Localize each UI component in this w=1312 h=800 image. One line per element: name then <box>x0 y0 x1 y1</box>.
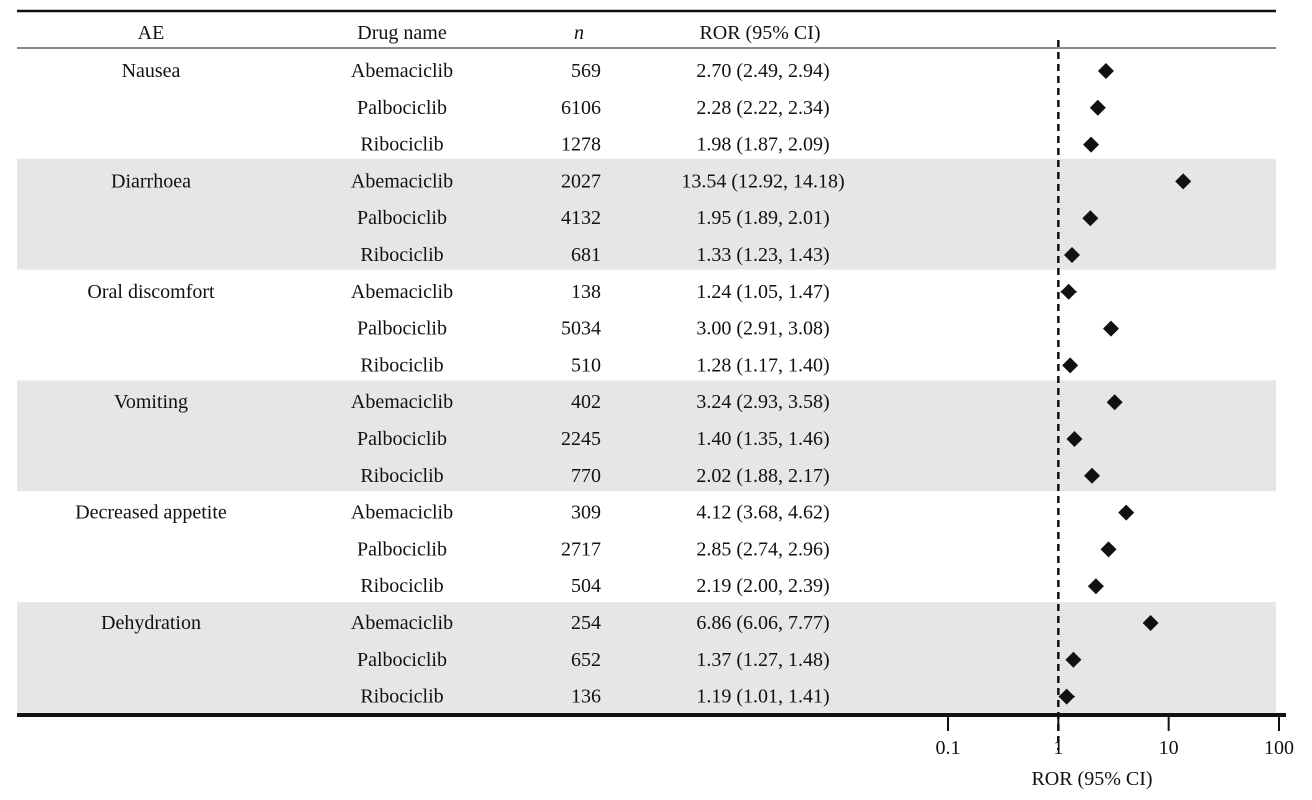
ror-point-marker <box>1082 210 1099 227</box>
ror-point-marker <box>1089 99 1106 116</box>
marker-layer <box>1058 63 1192 705</box>
ror-point-marker <box>1175 173 1192 190</box>
ror-ci-text: 1.24 (1.05, 1.47) <box>696 281 829 303</box>
drug-name: Abemaciclib <box>351 502 453 524</box>
ror-point-marker <box>1063 247 1080 263</box>
n-value: 309 <box>571 502 601 524</box>
n-value: 6106 <box>561 97 601 119</box>
x-tick-label: 1 <box>1053 737 1063 759</box>
ror-point-marker <box>1084 467 1101 484</box>
ror-ci-text: 13.54 (12.92, 14.18) <box>681 170 844 192</box>
ror-point-marker <box>1142 615 1159 631</box>
drug-name: Ribociclib <box>360 465 443 487</box>
ror-ci-text: 3.00 (2.91, 3.08) <box>696 318 829 340</box>
drug-name: Abemaciclib <box>351 391 453 413</box>
drug-name: Ribociclib <box>360 134 443 156</box>
n-value: 136 <box>571 686 601 708</box>
n-value: 2717 <box>561 538 601 560</box>
ror-point-marker <box>1100 541 1117 558</box>
group-shading <box>17 602 1276 713</box>
n-value: 402 <box>571 391 601 413</box>
ror-ci-text: 4.12 (3.68, 4.62) <box>696 502 829 524</box>
drug-name: Ribociclib <box>360 244 443 266</box>
drug-name: Abemaciclib <box>351 281 453 303</box>
ror-ci-text: 2.70 (2.49, 2.94) <box>696 60 829 82</box>
ror-point-marker <box>1062 357 1079 374</box>
table-body: Nausea Abemaciclib 569 2.70 (2.49, 2.94) Pal… <box>75 60 844 708</box>
ror-ci-text: 2.19 (2.00, 2.39) <box>696 575 829 597</box>
ror-point-marker <box>1087 578 1104 595</box>
ror-point-marker <box>1058 688 1075 705</box>
drug-name: Ribociclib <box>360 575 443 597</box>
header-drug-name: Drug name <box>357 22 447 44</box>
ror-point-marker <box>1097 63 1114 79</box>
drug-name: Palbociclib <box>357 538 447 560</box>
ror-ci-text: 3.24 (2.93, 3.58) <box>696 391 829 413</box>
ae-label: Oral discomfort <box>87 281 215 303</box>
drug-name: Ribociclib <box>360 686 443 708</box>
n-value: 770 <box>571 465 601 487</box>
ror-ci-text: 1.40 (1.35, 1.46) <box>696 428 829 450</box>
shading-layer <box>17 158 1276 713</box>
drug-name: Palbociclib <box>357 318 447 340</box>
ror-point-marker <box>1102 320 1119 337</box>
x-axis: 0.1 1 10 100 <box>936 715 1294 759</box>
n-value: 138 <box>571 281 601 303</box>
x-axis-label: ROR (95% CI) <box>1031 768 1152 790</box>
drug-name: Palbociclib <box>357 97 447 119</box>
header-ror: ROR (95% CI) <box>699 22 820 44</box>
drug-name: Palbociclib <box>357 428 447 450</box>
ae-label: Nausea <box>122 60 181 82</box>
n-value: 2245 <box>561 428 601 450</box>
header-ae: AE <box>138 22 165 44</box>
ror-point-marker <box>1083 136 1100 153</box>
ror-ci-text: 6.86 (6.06, 7.77) <box>696 612 829 634</box>
drug-name: Palbociclib <box>357 207 447 229</box>
ror-ci-text: 1.33 (1.23, 1.43) <box>696 244 829 266</box>
ror-point-marker <box>1060 283 1077 300</box>
ae-label: Vomiting <box>114 391 188 413</box>
group-shading <box>17 158 1276 270</box>
ror-ci-text: 1.19 (1.01, 1.41) <box>696 686 829 708</box>
ae-label: Dehydration <box>101 612 201 634</box>
header-n: n <box>574 22 584 44</box>
ror-point-marker <box>1065 651 1082 668</box>
drug-name: Palbociclib <box>357 649 447 671</box>
ror-ci-text: 1.98 (1.87, 2.09) <box>696 134 829 156</box>
ror-point-marker <box>1118 504 1135 521</box>
ror-ci-text: 2.02 (1.88, 2.17) <box>696 465 829 487</box>
n-value: 2027 <box>561 170 601 192</box>
ror-point-marker <box>1066 431 1083 447</box>
n-value: 652 <box>571 649 601 671</box>
drug-name: Abemaciclib <box>351 170 453 192</box>
drug-name: Abemaciclib <box>351 60 453 82</box>
ror-ci-text: 2.85 (2.74, 2.96) <box>696 538 829 560</box>
n-value: 504 <box>571 575 601 597</box>
group-shading <box>17 380 1276 492</box>
n-value: 254 <box>571 612 601 634</box>
n-value: 681 <box>571 244 601 266</box>
drug-name: Ribociclib <box>360 354 443 376</box>
ror-ci-text: 1.37 (1.27, 1.48) <box>696 649 829 671</box>
x-tick-label: 100 <box>1264 737 1294 759</box>
n-value: 1278 <box>561 134 601 156</box>
x-tick-label: 10 <box>1159 737 1179 759</box>
ror-ci-text: 1.28 (1.17, 1.40) <box>696 354 829 376</box>
n-value: 510 <box>571 354 601 376</box>
n-value: 569 <box>571 60 601 82</box>
drug-name: Abemaciclib <box>351 612 453 634</box>
n-value: 5034 <box>561 318 601 340</box>
ror-ci-text: 2.28 (2.22, 2.34) <box>696 97 829 119</box>
ae-label: Decreased appetite <box>75 502 227 524</box>
x-tick-label: 0.1 <box>936 737 961 759</box>
n-value: 4132 <box>561 207 601 229</box>
ror-ci-text: 1.95 (1.89, 2.01) <box>696 207 829 229</box>
ror-point-marker <box>1106 394 1123 411</box>
ae-label: Diarrhoea <box>111 170 191 192</box>
